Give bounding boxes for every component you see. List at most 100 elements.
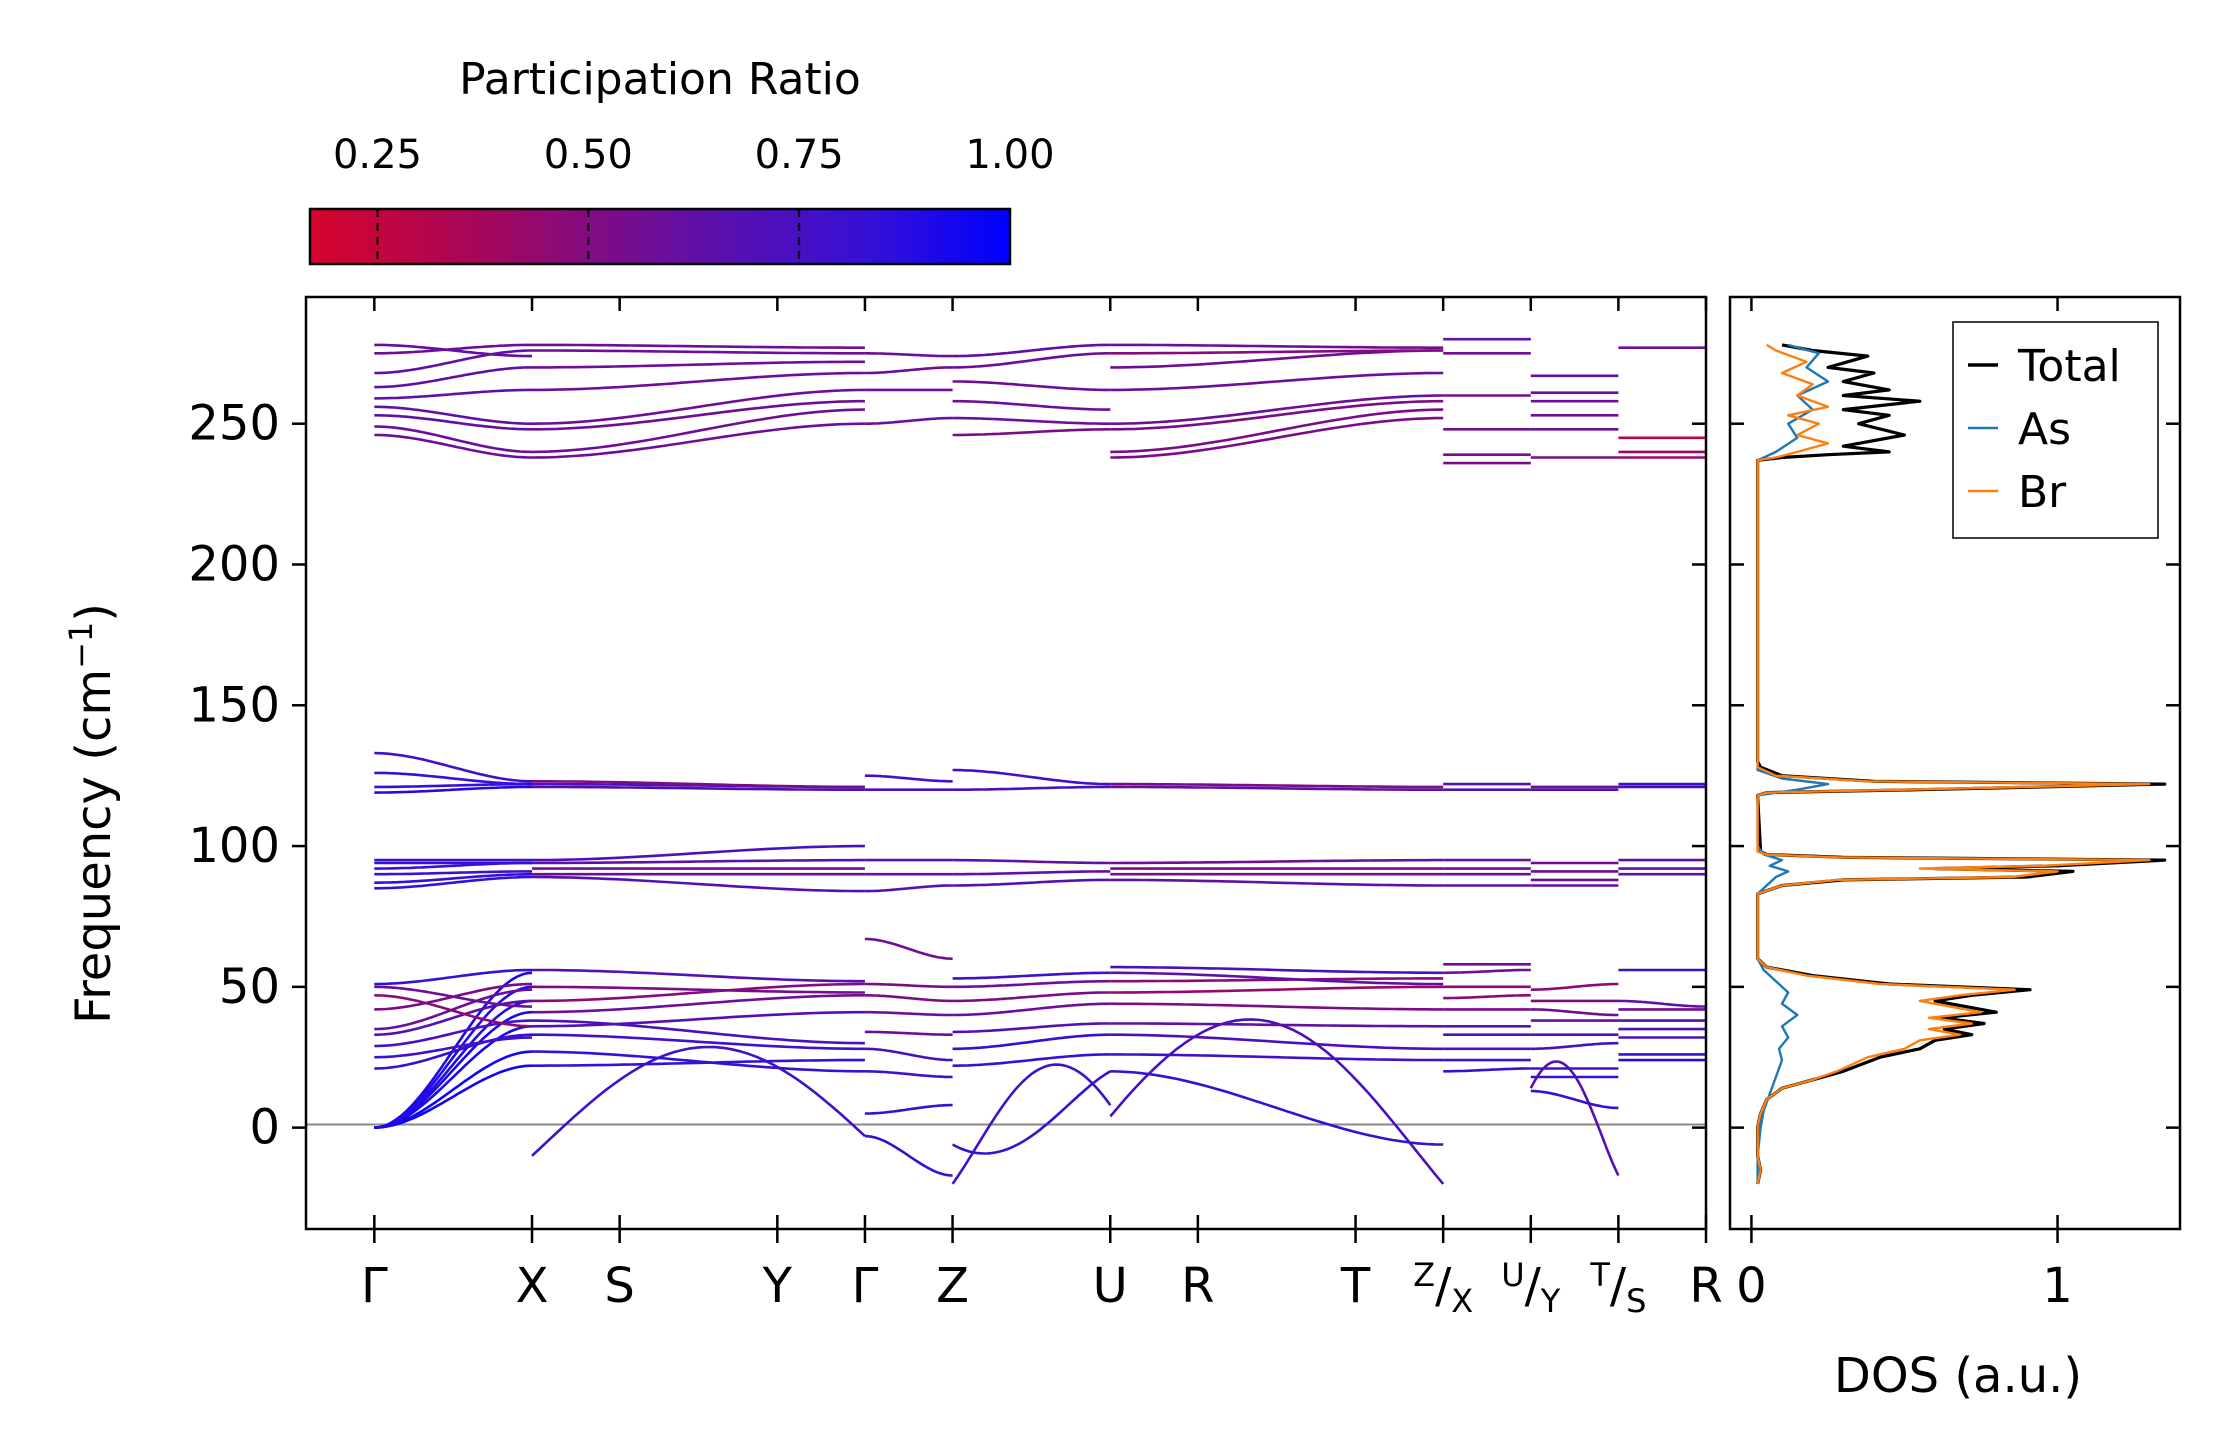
phonon-band <box>374 414 532 431</box>
phonon-band <box>532 780 865 789</box>
phonon-band <box>951 1063 1112 1185</box>
phonon-band <box>952 399 1111 411</box>
phonon-band <box>952 343 1111 358</box>
phonon-band <box>1110 399 1444 431</box>
phonon-band <box>532 399 865 431</box>
kpoint-slash: / <box>1435 1258 1452 1314</box>
band-plot-frame <box>304 295 1708 1231</box>
kpoint-sub: S <box>1626 1282 1646 1320</box>
phonon-band <box>1110 1070 1444 1146</box>
phonon-band <box>532 785 865 791</box>
kpoint-label: Γ <box>361 1258 388 1314</box>
phonon-band <box>531 1019 865 1045</box>
phonon-band <box>864 1134 953 1177</box>
phonon-band <box>374 366 532 389</box>
kpoint-label: R <box>1181 1258 1214 1314</box>
colorbar-tick-labels: 0.25 0.50 0.75 1.00 <box>333 132 1055 178</box>
y-tick-label: 50 <box>219 959 280 1015</box>
phonon-band <box>864 1047 953 1062</box>
colorbar-tick-label: 0.25 <box>333 132 422 178</box>
legend-box <box>1952 321 2159 539</box>
phonon-band <box>374 994 533 1028</box>
phonon-band <box>952 991 1111 1003</box>
phonon-band <box>374 968 532 986</box>
phonon-band <box>1443 1067 1531 1073</box>
kpoint-slash: / <box>1525 1258 1542 1314</box>
colorbar-tick-label: 1.00 <box>965 132 1054 178</box>
phonon-band <box>952 416 1111 425</box>
phonon-band <box>531 1045 866 1157</box>
phonon-band <box>952 971 1111 980</box>
phonon-band <box>864 416 953 425</box>
phonon-band <box>1110 785 1444 791</box>
phonon-band <box>532 1058 865 1067</box>
phonon-band <box>864 366 953 375</box>
colorbar-title: Participation Ratio <box>459 54 861 105</box>
phonon-band <box>952 858 1111 865</box>
kpoint-label: U <box>1093 1258 1128 1314</box>
phonon-band <box>952 1022 1111 1034</box>
legend-label: Br <box>2018 467 2067 518</box>
phonon-band <box>532 858 865 865</box>
phonon-band <box>374 433 532 459</box>
phonon-band <box>864 1103 953 1115</box>
phonon-band <box>1443 968 1531 975</box>
kpoint-label: T <box>1340 1258 1371 1314</box>
phonon-band <box>1110 1053 1444 1062</box>
phonon-band <box>1110 971 1444 986</box>
phonon-band <box>1529 1060 1620 1177</box>
phonon-band <box>1110 858 1444 865</box>
phonon-band <box>864 884 953 893</box>
dos-series-br <box>1756 343 2151 1185</box>
phonon-band <box>374 343 532 358</box>
kpoint-sup: U <box>1501 1256 1524 1294</box>
phonon-band <box>1618 999 1706 1008</box>
y-axis-label-suffix: ) <box>66 603 122 622</box>
phonon-band <box>952 428 1111 437</box>
phonon-band <box>374 1019 533 1048</box>
phonon-band <box>531 408 865 454</box>
y-tick-label: 100 <box>188 818 280 874</box>
dos-lines <box>1756 343 2167 1185</box>
phonon-band <box>531 985 865 994</box>
phonon-band <box>532 343 865 349</box>
phonon-band <box>374 425 533 454</box>
phonon-band <box>531 388 865 425</box>
phonon-band <box>864 937 953 960</box>
band-lines <box>374 337 1706 1185</box>
phonon-band <box>374 872 532 884</box>
kpoint-sub: Y <box>1540 1282 1561 1320</box>
phonon-band <box>952 870 1111 876</box>
colorbar: Participation Ratio 0.25 0.50 0.75 1.00 <box>308 54 1055 266</box>
phonon-band <box>374 999 533 1036</box>
band-x-axis: Γ X S Y Γ Z U R T Z/XU/YT/S R <box>361 297 1723 1320</box>
phonon-band <box>532 360 865 369</box>
kpoint-slash: / <box>1610 1258 1627 1314</box>
phonon-band <box>1110 408 1444 454</box>
phonon-band <box>532 982 865 1003</box>
phonon-band <box>1110 394 1444 425</box>
phonon-band <box>374 870 532 876</box>
phonon-band <box>374 971 533 1129</box>
phonon-band <box>531 875 865 893</box>
phonon-band <box>864 982 953 989</box>
phonon-band <box>864 994 953 1003</box>
y-axis-label-main: Frequency (cm <box>66 669 122 1024</box>
colorbar-tick-label: 0.50 <box>544 132 633 178</box>
phonon-band <box>952 1002 1111 1017</box>
dos-x-axis-label: DOS (a.u.) <box>1834 1348 2082 1404</box>
phonon-band <box>952 768 1111 786</box>
phonon-band <box>952 785 1111 791</box>
phonon-band <box>1110 782 1444 789</box>
dos-plot-frame <box>1728 295 2182 1231</box>
phonon-band <box>532 968 865 983</box>
kpoint-label: X <box>516 1258 549 1314</box>
phonon-band <box>1443 994 1531 1000</box>
phonon-band <box>864 1030 953 1036</box>
phonon-band <box>952 352 1111 369</box>
kpoint-label: Z <box>936 1258 969 1314</box>
phonon-band <box>1530 1041 1619 1051</box>
